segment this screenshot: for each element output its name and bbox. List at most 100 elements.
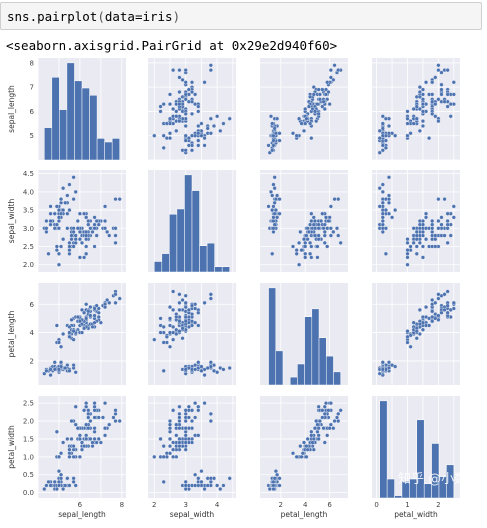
scatter-point <box>113 233 118 238</box>
scatter-point <box>67 240 72 245</box>
scatter-point <box>439 222 444 227</box>
scatter-point <box>193 92 198 97</box>
scatter-point <box>56 479 62 484</box>
y-tick-label: 2.0 <box>23 261 34 269</box>
scatter-point <box>309 433 314 438</box>
scatter-point <box>92 244 97 249</box>
scatter-point <box>167 116 173 121</box>
code-line[interactable]: sns.pairplot(data=iris) <box>7 9 180 24</box>
histogram-bar <box>199 245 208 273</box>
scatter-point <box>177 68 182 73</box>
scatter-point <box>94 218 99 224</box>
scatter-point <box>383 145 388 150</box>
scatter-point <box>271 218 276 224</box>
code-cell[interactable]: sns.pairplot(data=iris) <box>0 2 482 30</box>
scatter-point <box>67 454 72 459</box>
scatter-point <box>113 408 118 413</box>
scatter-point <box>325 80 330 85</box>
scatter-point <box>320 408 325 413</box>
scatter-point <box>298 444 303 449</box>
scatter-point <box>305 237 310 242</box>
scatter-point <box>414 244 419 249</box>
scatter-point <box>311 436 316 442</box>
scatter-point <box>71 337 76 342</box>
scatter-point <box>183 319 188 324</box>
x-axis-label: petal_length <box>281 510 328 519</box>
scatter-point <box>326 218 331 224</box>
scatter-point <box>325 433 330 438</box>
scatter-point <box>383 116 388 121</box>
y-tick-label: 7 <box>30 84 34 92</box>
scatter-point <box>320 211 325 216</box>
scatter-point <box>448 102 453 107</box>
scatter-point <box>315 422 320 427</box>
scatter-point <box>113 411 118 416</box>
scatter-point <box>208 292 213 297</box>
scatter-point <box>61 440 66 445</box>
scatter-point <box>322 229 327 235</box>
scatter-point <box>102 226 108 231</box>
scatter-point <box>436 296 441 301</box>
scatter-point <box>69 418 74 424</box>
scatter-point <box>271 479 276 484</box>
scatter-point <box>312 233 318 238</box>
scatter-point <box>380 215 385 220</box>
scatter-point <box>92 306 97 311</box>
scatter-point <box>75 314 80 320</box>
scatter-point <box>405 237 410 242</box>
scatter-point <box>161 479 166 484</box>
scatter-point <box>58 211 64 216</box>
scatter-point <box>433 244 438 249</box>
scatter-point <box>227 476 232 481</box>
scatter-point <box>433 237 438 242</box>
scatter-point <box>430 222 435 227</box>
scatter-point <box>290 451 296 456</box>
histogram-bar <box>289 376 298 386</box>
scatter-point <box>183 123 188 129</box>
scatter-point <box>386 360 392 365</box>
scatter-point <box>84 422 89 427</box>
x-tick-label: 2 <box>436 501 440 509</box>
scatter-point <box>386 175 392 180</box>
histogram-bar <box>169 213 178 273</box>
scatter-point <box>445 104 450 109</box>
scatter-point <box>183 300 188 305</box>
scatter-point <box>82 408 87 413</box>
scatter-point <box>306 229 311 235</box>
scatter-point <box>268 189 274 194</box>
scatter-point <box>171 408 176 413</box>
scatter-point <box>167 136 173 141</box>
scatter-point <box>171 106 176 112</box>
scatter-point <box>183 440 188 445</box>
scatter-point <box>270 251 275 256</box>
scatter-point <box>73 189 78 194</box>
scatter-point <box>164 334 169 339</box>
scatter-point <box>71 329 76 334</box>
scatter-point <box>167 429 173 434</box>
scatter-point <box>218 128 223 133</box>
scatter-point <box>377 128 382 133</box>
x-tick-label: 6 <box>78 501 83 509</box>
scatter-point <box>393 364 398 369</box>
scatter-point <box>174 114 179 119</box>
scatter-point <box>420 244 426 249</box>
scatter-point <box>451 306 456 311</box>
y-tick-label: 3.0 <box>23 225 34 233</box>
scatter-point <box>328 401 333 406</box>
scatter-point <box>189 143 195 148</box>
scatter-point <box>445 222 450 227</box>
scatter-point <box>430 226 435 231</box>
scatter-point <box>199 479 204 484</box>
scatter-point <box>86 309 91 314</box>
scatter-point <box>430 80 435 85</box>
scatter-point <box>275 193 280 198</box>
scatter-point <box>221 121 226 126</box>
scatter-point <box>380 200 385 205</box>
scatter-point <box>183 111 188 116</box>
scatter-point <box>380 143 385 148</box>
y-tick-label: 4.0 <box>23 188 34 196</box>
scatter-point <box>92 426 97 431</box>
scatter-point <box>383 226 388 231</box>
x-tick-label: 2 <box>152 501 156 509</box>
